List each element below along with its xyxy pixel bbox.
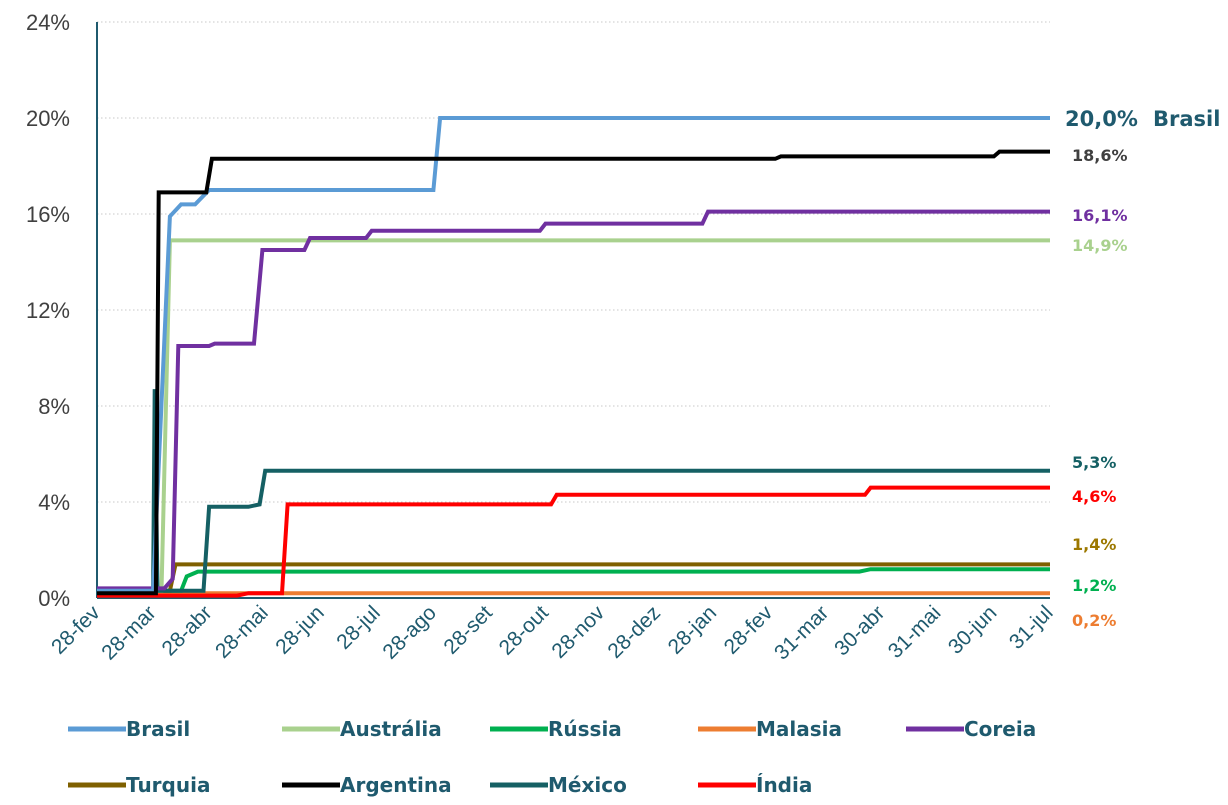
axes (96, 22, 1050, 599)
series-line-coreia (97, 209, 1050, 591)
end-label-méxico: 5,3% (1072, 453, 1116, 472)
x-tick-label: 28-nov (547, 601, 609, 663)
y-axis-ticks: 0% 4% 8% 12% 16% 20% 24% (26, 10, 70, 611)
y-tick-label: 20% (26, 106, 70, 131)
end-label-coreia: 16,1% (1072, 206, 1128, 225)
x-tick-label: 31-mar (770, 601, 833, 664)
x-tick-label: 28-ago (378, 601, 441, 664)
y-tick-label: 0% (38, 586, 70, 611)
end-label-brasil-value: 20,0% (1065, 107, 1138, 131)
y-tick-label: 12% (26, 298, 70, 323)
x-tick-label: 28-jan (664, 601, 722, 659)
x-tick-label: 28-out (495, 601, 553, 659)
end-label-argentina: 18,6% (1072, 146, 1128, 165)
series-line-rússia (97, 567, 1050, 593)
x-tick-label: 30-jun (944, 601, 1002, 659)
x-tick-label: 28-dez (603, 601, 665, 663)
legend: Brasil Austrália Rússia Malasia Coreia Turqui… (68, 717, 1036, 797)
y-tick-label: 16% (26, 202, 70, 227)
x-tick-label: 28-fev (720, 601, 778, 659)
end-labels: 14,9% 1,2% 0,2% 16,1% 1,4% 18,6% 5,3% 4,6% 20,0%… (1065, 107, 1220, 630)
series-line-austrália (97, 238, 1050, 593)
x-tick-label: 31-jul (1005, 601, 1058, 654)
legend-label-malasia: Malasia (756, 717, 842, 741)
x-tick-label: 31-mai (884, 601, 946, 663)
legend-label-coreia: Coreia (964, 717, 1036, 741)
y-tick-label: 24% (26, 10, 70, 35)
gridlines (97, 21, 1050, 503)
x-tick-label: 28-jul (332, 601, 385, 654)
y-tick-label: 4% (38, 490, 70, 515)
end-label-austrália: 14,9% (1072, 236, 1128, 255)
series-lines (97, 116, 1050, 598)
x-tick-label: 28-mar (97, 601, 160, 664)
legend-label-índia: Índia (756, 773, 812, 797)
legend-label-austrália: Austrália (340, 717, 442, 741)
x-tick-label: 30-abr (830, 601, 889, 660)
series-line-argentina (97, 149, 1050, 596)
legend-label-argentina: Argentina (340, 773, 452, 797)
legend-label-turquia: Turquia (126, 773, 210, 797)
series-line-brasil (97, 116, 1050, 593)
end-label-rússia: 1,2% (1072, 576, 1116, 595)
series-line-méxico (97, 389, 1050, 593)
x-tick-label: 28-abr (157, 601, 216, 660)
legend-label-méxico: México (548, 773, 627, 797)
x-tick-label: 28-set (439, 601, 497, 659)
end-label-brasil-name: Brasil (1153, 107, 1220, 131)
legend-label-rússia: Rússia (548, 717, 622, 741)
end-label-índia: 4,6% (1072, 487, 1116, 506)
x-tick-label: 28-mai (211, 601, 273, 663)
legend-label-brasil: Brasil (126, 717, 190, 741)
series-line-índia (97, 485, 1050, 598)
x-tick-label: 28-jun (271, 601, 329, 659)
y-tick-label: 8% (38, 394, 70, 419)
end-label-turquia: 1,4% (1072, 535, 1116, 554)
end-label-malasia: 0,2% (1072, 611, 1116, 630)
